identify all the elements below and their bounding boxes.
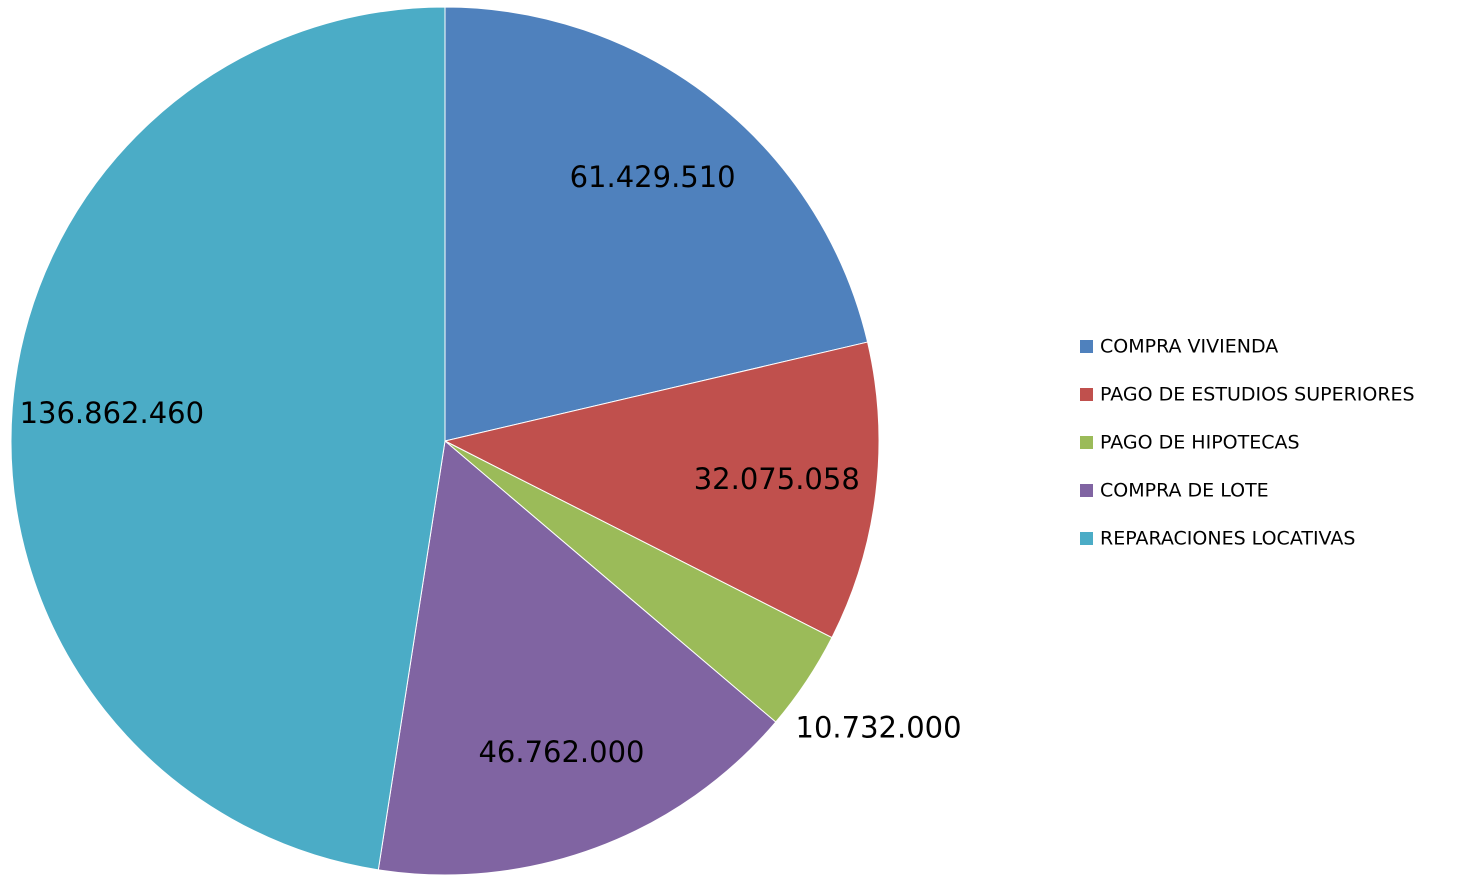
legend-swatch (1080, 484, 1093, 497)
legend-label: PAGO DE HIPOTECAS (1100, 432, 1300, 454)
legend-label: REPARACIONES LOCATIVAS (1100, 528, 1355, 550)
legend-swatch (1080, 388, 1093, 401)
pie-slice (444, 6, 869, 442)
legend-swatch (1080, 340, 1093, 353)
legend-label: PAGO DE ESTUDIOS SUPERIORES (1100, 384, 1415, 406)
pie-slice (443, 341, 880, 639)
legend-label: COMPRA DE LOTE (1100, 480, 1269, 502)
data-label: 46.762.000 (478, 735, 644, 769)
legend-label: COMPRA VIVIENDA (1100, 336, 1278, 358)
data-label: 61.429.510 (570, 160, 736, 194)
data-label: 32.075.058 (694, 462, 860, 496)
data-label: 10.732.000 (796, 711, 962, 745)
legend-swatch (1080, 532, 1093, 545)
data-label: 136.862.460 (20, 396, 205, 430)
pie-slice (10, 6, 446, 871)
pie-slice (377, 440, 777, 876)
legend-swatch (1080, 436, 1093, 449)
